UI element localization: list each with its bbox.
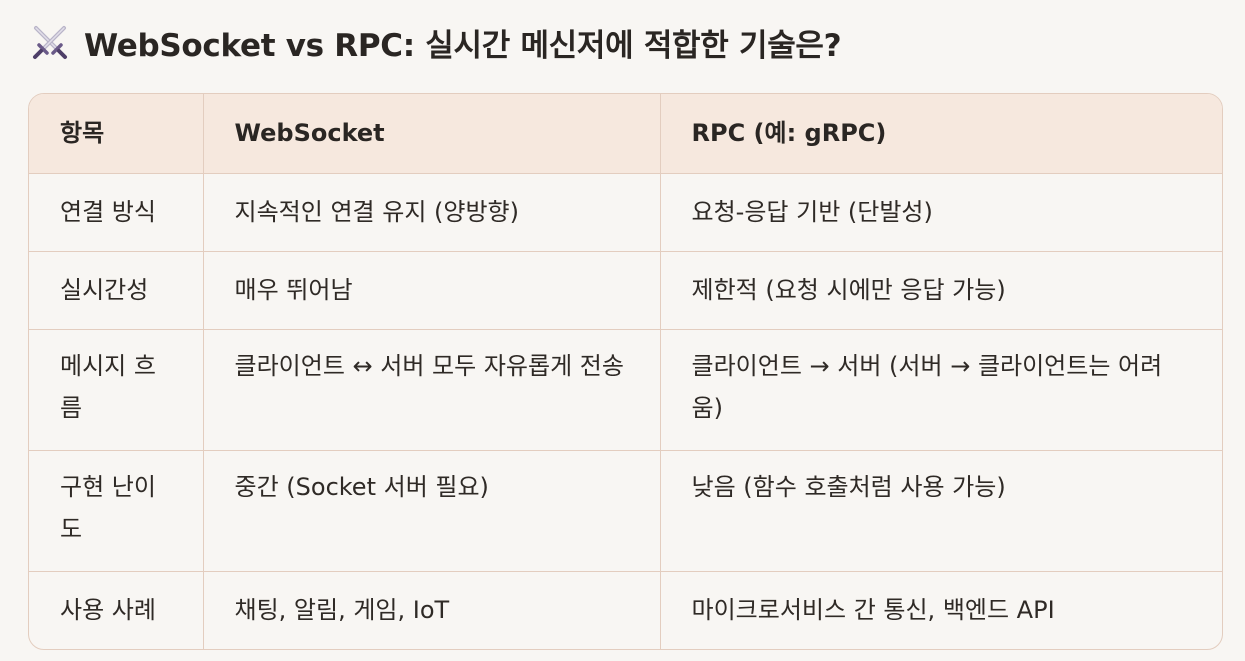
row-label: 사용 사례 [29,571,204,649]
websocket-cell: 매우 뛰어남 [203,251,661,330]
table-header-row: 항목 WebSocket RPC (예: gRPC) [29,94,1222,174]
header-rpc: RPC (예: gRPC) [660,94,1222,174]
table-row: 사용 사례 채팅, 알림, 게임, IoT 마이크로서비스 간 통신, 백엔드 … [29,571,1222,649]
row-label: 구현 난이도 [29,450,204,572]
websocket-cell: 지속적인 연결 유지 (양방향) [203,173,661,252]
rpc-cell: 낮음 (함수 호출처럼 사용 가능) [660,450,1222,572]
row-label: 메시지 흐름 [29,329,204,451]
row-label: 연결 방식 [29,173,204,252]
page-title: WebSocket vs RPC: 실시간 메신저에 적합한 기술은? [84,27,842,64]
rpc-cell: 클라이언트 → 서버 (서버 → 클라이언트는 어려움) [660,329,1222,451]
row-label: 실시간성 [29,251,204,330]
websocket-cell: 클라이언트 ↔ 서버 모두 자유롭게 전송 [203,329,661,451]
title-row: WebSocket vs RPC: 실시간 메신저에 적합한 기술은? [30,18,842,66]
table-row: 연결 방식 지속적인 연결 유지 (양방향) 요청-응답 기반 (단발성) [29,173,1222,252]
rpc-cell: 요청-응답 기반 (단발성) [660,173,1222,252]
header-item: 항목 [29,94,204,174]
comparison-table: 항목 WebSocket RPC (예: gRPC) 연결 방식 지속적인 연결… [28,93,1223,650]
table-row: 구현 난이도 중간 (Socket 서버 필요) 낮음 (함수 호출처럼 사용 … [29,450,1222,572]
rpc-cell: 마이크로서비스 간 통신, 백엔드 API [691,596,1055,625]
rpc-cell: 제한적 (요청 시에만 응답 가능) [660,251,1222,330]
crossed-swords-icon [33,26,67,59]
header-websocket: WebSocket [203,94,661,174]
table-row: 메시지 흐름 클라이언트 ↔ 서버 모두 자유롭게 전송 클라이언트 → 서버 … [29,329,1222,451]
table-row: 실시간성 매우 뛰어남 제한적 (요청 시에만 응답 가능) [29,251,1222,330]
websocket-cell: 채팅, 알림, 게임, IoT [203,571,661,649]
websocket-cell: 중간 (Socket 서버 필요) [203,450,661,572]
